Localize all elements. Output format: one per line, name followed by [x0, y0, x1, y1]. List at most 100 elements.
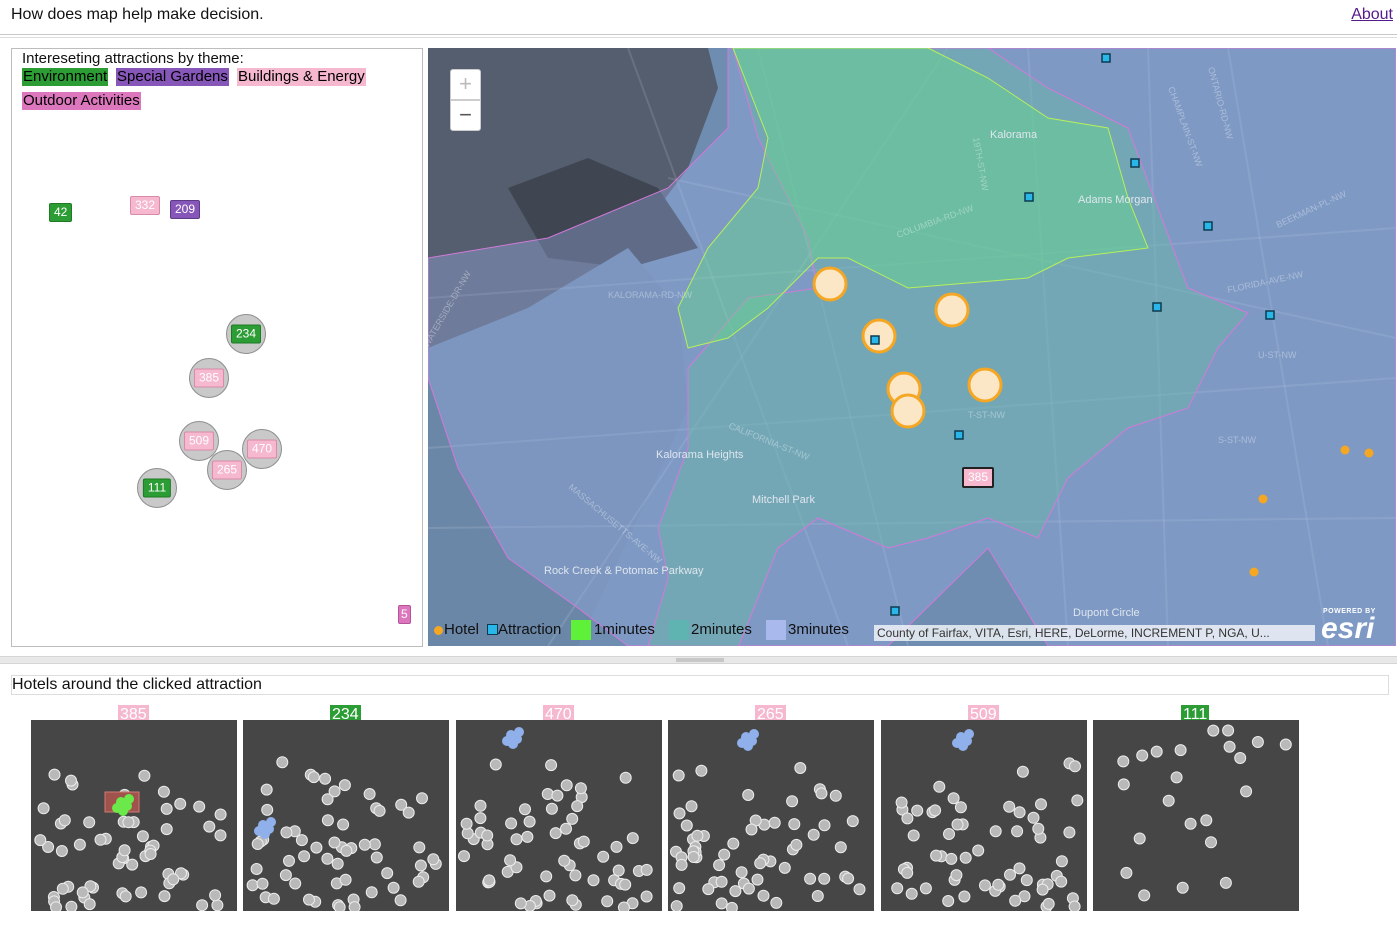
hotel-dot[interactable] [381, 867, 394, 880]
hotel-mini-map[interactable] [881, 720, 1087, 911]
hotel-dot[interactable] [214, 808, 227, 821]
hotel-dot[interactable] [770, 896, 783, 909]
hotel-dot[interactable] [751, 873, 764, 886]
hotel-dot[interactable] [358, 838, 371, 851]
hotel-dot[interactable] [489, 758, 502, 771]
hotel-dot[interactable] [321, 793, 334, 806]
hotel-dot[interactable] [1219, 876, 1232, 889]
hotel-dot[interactable] [560, 822, 572, 835]
hotel-dot[interactable] [387, 881, 400, 894]
hotel-dot[interactable] [413, 841, 426, 854]
hotel-dot[interactable] [289, 877, 302, 890]
hotel-dot[interactable] [65, 900, 78, 911]
panel-scrollbar[interactable] [422, 49, 423, 646]
hotel-dot[interactable] [989, 825, 1002, 838]
selected-hotel-dot[interactable] [508, 739, 518, 749]
hotel-dot[interactable] [55, 845, 68, 857]
hotel-dot[interactable] [34, 834, 47, 847]
hotel-dot[interactable] [1068, 900, 1081, 911]
hotel-dot[interactable] [829, 789, 842, 802]
hotel-dot[interactable] [474, 799, 487, 812]
hotel-dot[interactable] [1120, 866, 1133, 879]
hotel-dot[interactable] [303, 893, 315, 906]
hotel-dot[interactable] [695, 764, 708, 777]
hotel-dot[interactable] [1133, 832, 1146, 845]
hotel-dot[interactable] [370, 851, 383, 864]
map-view[interactable]: Kalorama Adams Morgan Kalorama Heights M… [428, 48, 1396, 646]
hotel-dot[interactable] [368, 838, 381, 851]
hotel-dot[interactable] [786, 795, 799, 808]
hotel-dot[interactable] [958, 890, 971, 903]
hotel-dot[interactable] [754, 857, 767, 870]
hotel-dot[interactable] [715, 875, 728, 888]
hotel-dot[interactable] [328, 836, 341, 849]
hotel-dot[interactable] [331, 857, 344, 870]
hotel-dot[interactable] [283, 854, 295, 867]
theme-outdoor-activities[interactable]: Outdoor Activities [22, 92, 141, 110]
hotel-dot[interactable] [951, 818, 964, 831]
hotel-dot[interactable] [1223, 740, 1236, 753]
hotel-dot[interactable] [1117, 755, 1130, 768]
hotel-dot[interactable] [891, 882, 904, 895]
hotel-dot[interactable] [715, 897, 728, 910]
hotel-dot[interactable] [118, 844, 131, 857]
hotel-dot[interactable] [725, 901, 738, 911]
hotel-dot[interactable] [339, 873, 352, 886]
hotel-dot[interactable] [545, 759, 558, 772]
hotel-dot[interactable] [691, 829, 704, 842]
hotel-dot[interactable] [481, 829, 494, 842]
hotel-dot[interactable] [834, 841, 847, 854]
hotel-dot[interactable] [807, 828, 820, 841]
hotel-dot[interactable] [402, 806, 415, 819]
hotel-dot[interactable] [574, 782, 587, 795]
hotel-dot[interactable] [687, 851, 700, 863]
hotel-dot[interactable] [65, 774, 77, 787]
selected-hotel-dot[interactable] [749, 729, 759, 739]
hotel-dot[interactable] [48, 768, 61, 781]
hotel-dot[interactable] [395, 798, 408, 811]
hotel-dot[interactable] [640, 890, 653, 903]
hotel-dot[interactable] [702, 883, 715, 896]
hotel-dot[interactable] [1003, 800, 1016, 813]
selected-hotel-dot[interactable] [743, 741, 753, 751]
hotel-dot[interactable] [157, 785, 170, 798]
hotel-dot[interactable] [1020, 874, 1033, 887]
hotel-dot[interactable] [617, 901, 630, 911]
hotel-dot[interactable] [1069, 760, 1081, 773]
hotel-dot[interactable] [310, 841, 323, 854]
hotel-dot[interactable] [1176, 881, 1189, 894]
hotel-dot[interactable] [1055, 875, 1068, 888]
hotel-dot[interactable] [943, 828, 955, 840]
hotel-dot[interactable] [1205, 836, 1217, 849]
hotel-dot[interactable] [673, 882, 686, 895]
hotel-dot[interactable] [954, 801, 967, 814]
hotel-dot[interactable] [979, 879, 991, 892]
hotel-dot[interactable] [545, 802, 558, 815]
hotel-dot[interactable] [757, 889, 770, 902]
hotel-dot[interactable] [280, 826, 293, 839]
selected-hotel-dot[interactable] [958, 741, 968, 751]
hotel-dot[interactable] [365, 886, 378, 899]
hotel-dot[interactable] [1036, 883, 1049, 896]
attraction-cluster[interactable]: 509 [179, 421, 219, 461]
hotel-dot[interactable] [460, 817, 473, 830]
hotel-dot[interactable] [251, 838, 264, 850]
hotel-dot[interactable] [348, 901, 361, 911]
hotel-dot[interactable] [612, 864, 625, 877]
hotel-dot[interactable] [260, 783, 273, 796]
attraction-tag[interactable]: 42 [49, 203, 73, 222]
hotel-dot[interactable] [119, 890, 132, 903]
hotel-dot[interactable] [566, 812, 579, 825]
hotel-dot[interactable] [138, 769, 151, 782]
hotel-dot[interactable] [1011, 825, 1024, 838]
hotel-dot[interactable] [929, 804, 942, 817]
hotel-dot[interactable] [1279, 738, 1292, 751]
hotel-dot[interactable] [597, 850, 610, 863]
hotel-dot[interactable] [735, 866, 748, 879]
hotel-dot[interactable] [626, 832, 639, 845]
hotel-dot[interactable] [945, 852, 958, 865]
hotel-dot[interactable] [394, 894, 407, 907]
hotel-dot[interactable] [214, 829, 227, 842]
hotel-dot[interactable] [1016, 765, 1029, 778]
hotel-dot[interactable] [551, 789, 564, 802]
